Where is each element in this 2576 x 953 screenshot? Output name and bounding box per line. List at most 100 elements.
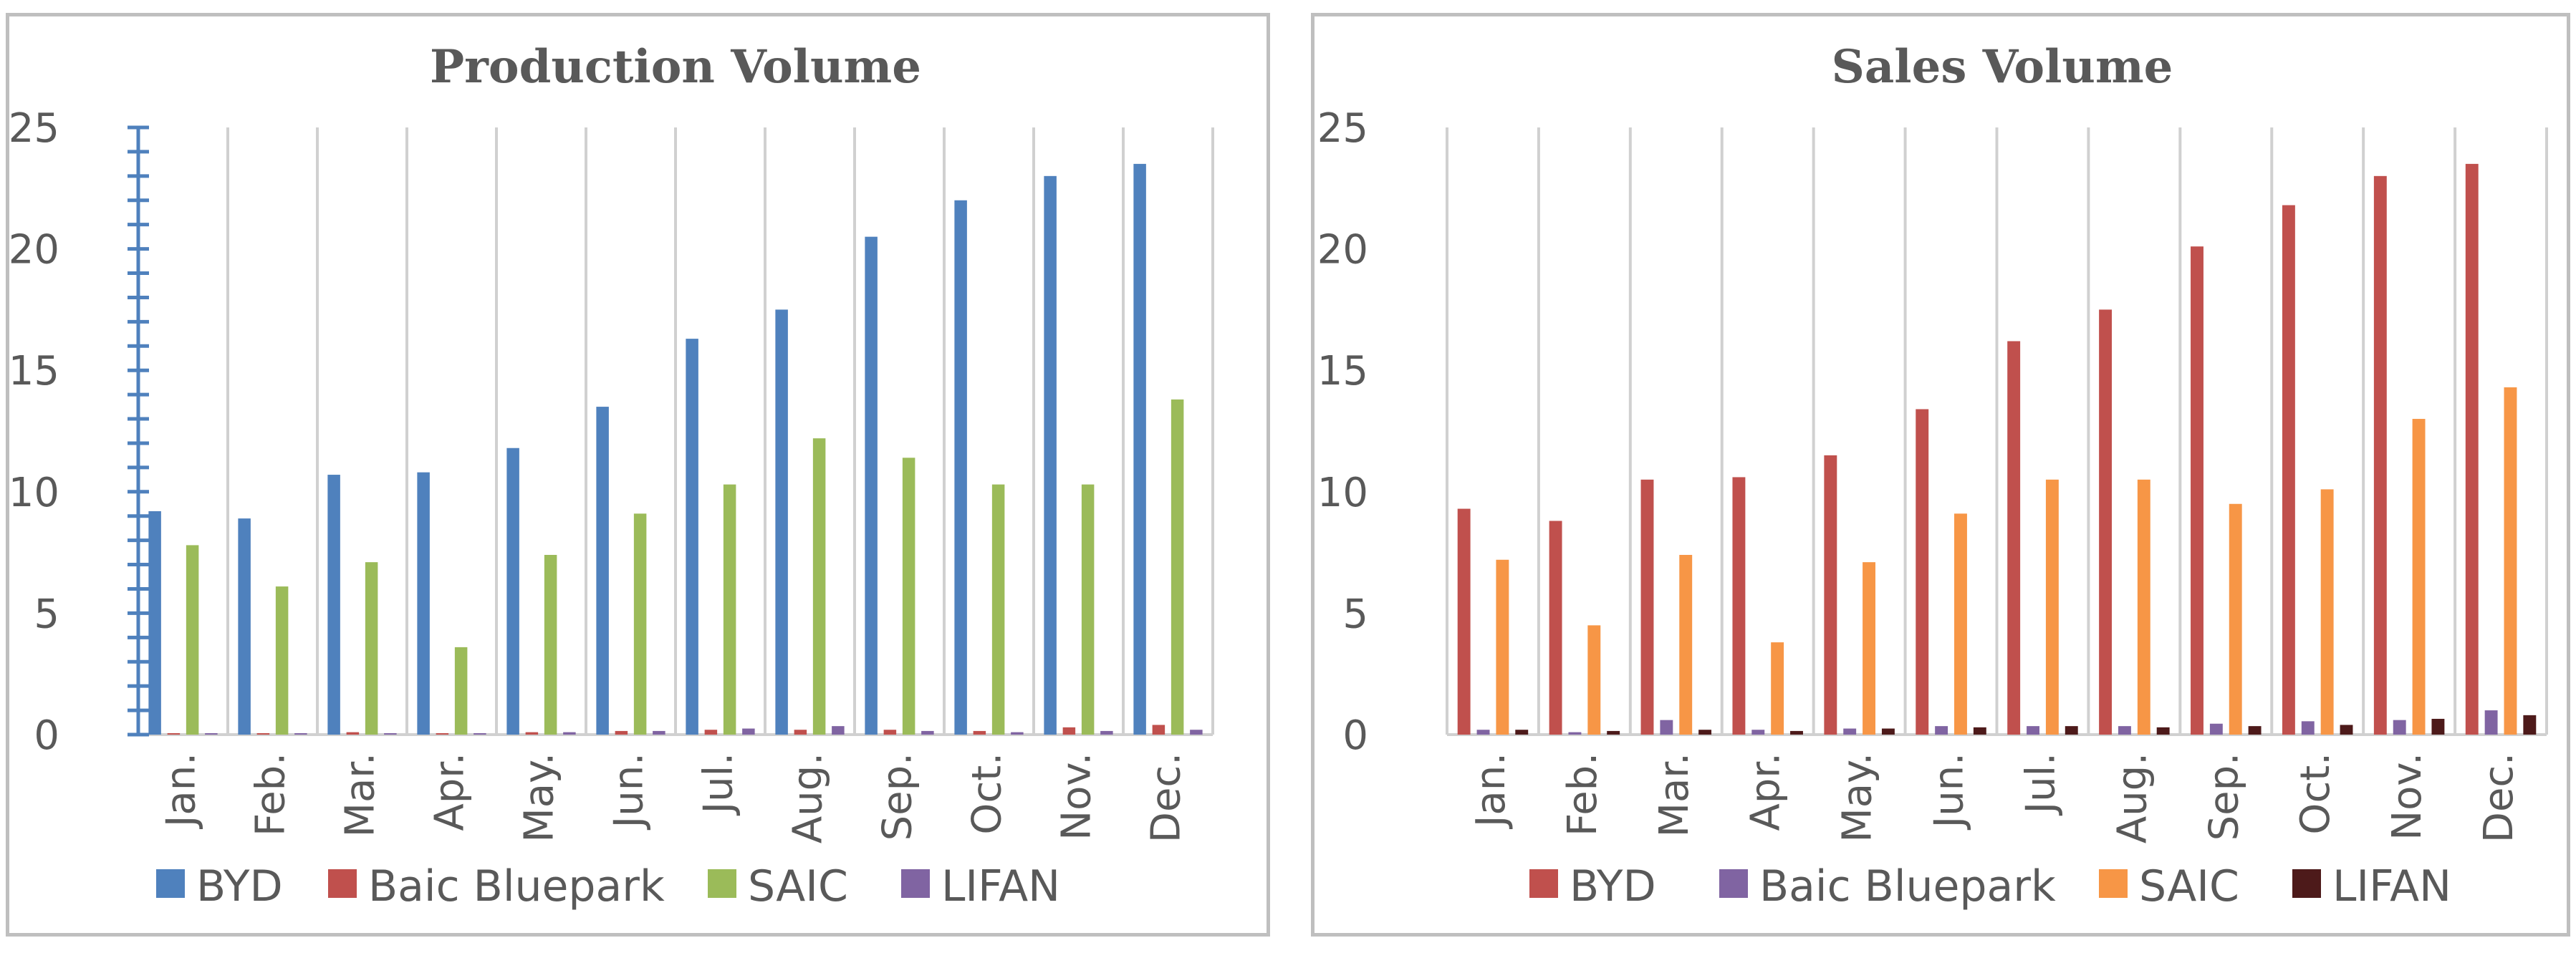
legend-swatch [2099, 869, 2128, 898]
bar-saic [1679, 554, 1693, 735]
bar-saic [1171, 399, 1184, 735]
y-tick-label: 5 [34, 591, 59, 637]
bar-saic [633, 513, 647, 735]
legend-label: LIFAN [941, 861, 1060, 911]
sales-volume-chart-panel: Sales Volume 0 5 10 15 20 25 Jan. Feb. Mar. Apr. Ma… [1311, 13, 2570, 937]
bar-saic [186, 545, 199, 735]
production-volume-chart: Production Volume 0 5 10 15 20 25 Jan. Feb. Mar. A… [9, 40, 1214, 911]
bar-saic [2045, 479, 2059, 735]
x-tick-label: Jul. [2017, 753, 2064, 816]
bar-lifan [384, 733, 397, 735]
production-volume-chart-panel: Production Volume 0 5 10 15 20 25 Jan. Feb. Mar. A… [6, 13, 1270, 937]
bar-baic-bluepark [2484, 710, 2498, 735]
legend-swatch [1529, 869, 1558, 898]
x-tick-label: Oct. [964, 753, 1011, 835]
y-tick-label: 25 [1317, 105, 1368, 152]
bar-baic-bluepark [2393, 720, 2406, 735]
x-tick-label: Aug. [2109, 753, 2156, 843]
bar-byd [1044, 175, 1057, 735]
bar-byd [1640, 479, 1654, 735]
bar-lifan [1515, 730, 1529, 735]
bar-baic-bluepark [346, 732, 360, 735]
bar-saic [1587, 625, 1601, 735]
bar-byd [1916, 409, 1929, 735]
bar-baic-bluepark [973, 730, 986, 735]
bar-baic-bluepark [256, 733, 270, 735]
x-tick-label: Mar. [1651, 753, 1698, 837]
bar-baic-bluepark [2301, 721, 2315, 735]
bar-baic-bluepark [2209, 723, 2223, 735]
legend-swatch [901, 869, 930, 898]
bar-saic [1496, 559, 1509, 735]
bar-saic [2229, 503, 2242, 735]
bar-saic [1081, 484, 1095, 735]
y-tick-label: 10 [9, 470, 59, 516]
y-tick-label: 0 [34, 712, 59, 759]
bar-saic [991, 484, 1005, 735]
legend-label: BYD [1570, 861, 1656, 911]
bar-byd [775, 309, 788, 735]
x-tick-label: Feb. [1559, 753, 1606, 836]
bar-baic-bluepark [1152, 725, 1166, 735]
bar-byd [1732, 477, 1746, 735]
bar-byd [506, 448, 519, 735]
bar-baic-bluepark [704, 730, 718, 735]
bar-saic [454, 647, 468, 735]
legend-swatch [328, 869, 357, 898]
bar-lifan [2156, 727, 2170, 735]
x-tick-label: May. [516, 753, 563, 843]
bar-lifan [2248, 726, 2262, 735]
bar-baic-bluepark [1751, 730, 1765, 735]
legend-label: SAIC [748, 861, 848, 911]
legend-swatch [708, 869, 736, 898]
x-tick-label: Oct. [2292, 753, 2339, 835]
bar-lifan [1973, 727, 1986, 735]
x-tick-label: Feb. [248, 753, 294, 836]
bar-lifan [921, 730, 934, 735]
bar-lifan [563, 732, 576, 735]
bar-baic-bluepark [615, 730, 628, 735]
bar-byd [2373, 175, 2387, 735]
bar-lifan [474, 733, 486, 735]
y-tick-label: 25 [9, 105, 59, 152]
x-tick-label: Jun. [1926, 753, 1973, 830]
bar-baic-bluepark [1476, 730, 1490, 735]
bar-saic [2412, 419, 2426, 735]
x-tick-label: Nov. [2384, 753, 2431, 841]
bar-lifan [1011, 732, 1024, 735]
bar-byd [417, 472, 430, 735]
bar-byd [148, 511, 161, 735]
bar-byd [954, 200, 967, 735]
x-tick-label: Jan. [158, 753, 205, 829]
x-tick-label: Dec. [2476, 753, 2522, 843]
bar-lifan [2431, 718, 2445, 735]
legend-label: Baic Bluepark [1759, 861, 2056, 911]
bar-baic-bluepark [1062, 727, 1076, 735]
bar-baic-bluepark [525, 732, 539, 735]
chart-title: Sales Volume [1832, 40, 2173, 94]
bar-lifan [742, 728, 755, 735]
bar-byd [686, 339, 698, 735]
bar-saic [2137, 479, 2150, 735]
x-tick-label: Jul. [696, 753, 742, 816]
bar-baic-bluepark [1568, 732, 1582, 735]
bar-lifan [653, 730, 665, 735]
bar-byd [1133, 163, 1146, 735]
legend-label: Baic Bluepark [368, 861, 665, 911]
bar-saic [1954, 513, 1967, 735]
y-tick-label: 10 [1317, 470, 1368, 516]
bar-byd [1457, 508, 1471, 735]
bar-lifan [2065, 726, 2078, 735]
bar-byd [2007, 341, 2021, 735]
bar-saic [2504, 387, 2517, 735]
x-tick-label: Jun. [606, 753, 653, 830]
bar-baic-bluepark [167, 733, 181, 735]
bar-baic-bluepark [2118, 726, 2131, 735]
chart-title: Production Volume [430, 40, 921, 94]
y-tick-label: 20 [1317, 227, 1368, 274]
y-tick-label: 0 [1342, 712, 1368, 759]
bar-lifan [1881, 728, 1895, 735]
legend-swatch [156, 869, 185, 898]
bar-byd [2099, 309, 2113, 735]
bar-baic-bluepark [1660, 720, 1673, 735]
